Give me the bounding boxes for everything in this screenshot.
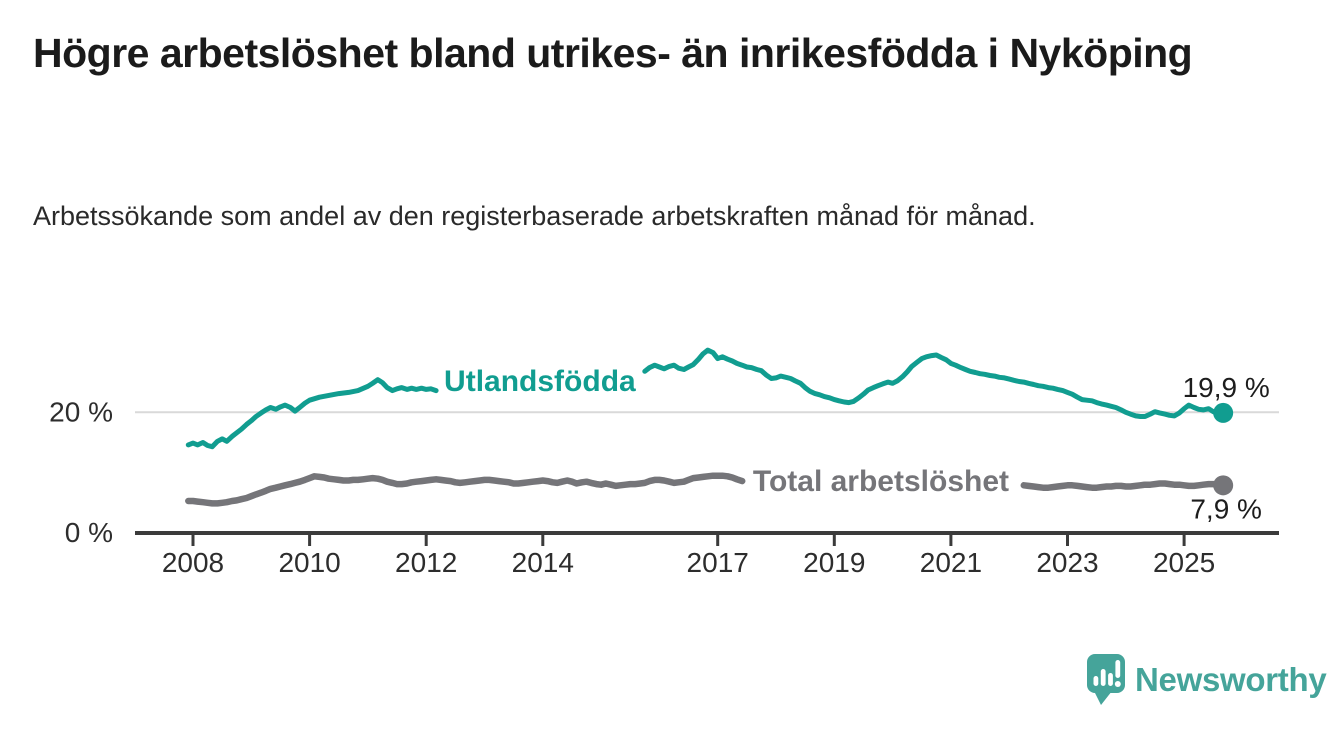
- series-line-0-seg-0: [185, 377, 439, 450]
- logo-bar-1: [1093, 676, 1099, 686]
- x-tick-label-2017: 2017: [687, 547, 749, 578]
- x-tick-label-2019: 2019: [803, 547, 865, 578]
- series-end-value-label-1: 7,9 %: [1190, 493, 1262, 524]
- y-tick-label-0: 0 %: [65, 517, 113, 548]
- chart-subtitle: Arbetssökande som andel av den registerb…: [33, 201, 1036, 231]
- x-tick-label-2014: 2014: [512, 547, 574, 578]
- newsworthy-logo: Newsworthy: [1087, 654, 1328, 705]
- logo-bar-3: [1108, 673, 1113, 686]
- x-tick-label-2025: 2025: [1153, 547, 1215, 578]
- series-end-dot-1: [1213, 475, 1234, 496]
- x-tick-label-2008: 2008: [162, 547, 224, 578]
- series-line-1-seg-0: [185, 472, 746, 507]
- line-chart: 2008 2010 2012 2014 2017 2019 2021 2023 2025 0 % 2…: [49, 347, 1279, 578]
- y-tick-label-20: 20 %: [49, 396, 113, 427]
- logo-exclamation-bar: [1115, 660, 1121, 678]
- x-tick-label-2010: 2010: [278, 547, 340, 578]
- bar-chart-speech-bubble-icon: [1087, 654, 1125, 705]
- chart-title: Högre arbetslöshet bland utrikes- än inr…: [33, 30, 1193, 76]
- series-inline-label-0: Utlandsfödda: [444, 365, 636, 398]
- logo-bar-2: [1100, 669, 1106, 686]
- logo-text: Newsworthy: [1135, 661, 1327, 698]
- logo-exclamation-dot: [1114, 681, 1121, 687]
- series-line-1-seg-1: [1020, 480, 1227, 491]
- x-tick-label-2012: 2012: [395, 547, 457, 578]
- series-end-value-label-0: 19,9 %: [1183, 372, 1270, 403]
- series-line-0-seg-1: [642, 347, 1226, 419]
- x-tick-label-2021: 2021: [920, 547, 982, 578]
- x-tick-label-2023: 2023: [1036, 547, 1098, 578]
- series-inline-label-1: Total arbetslöshet: [753, 465, 1009, 498]
- series-end-dot-0: [1213, 402, 1234, 423]
- speech-bubble-tail: [1094, 691, 1112, 705]
